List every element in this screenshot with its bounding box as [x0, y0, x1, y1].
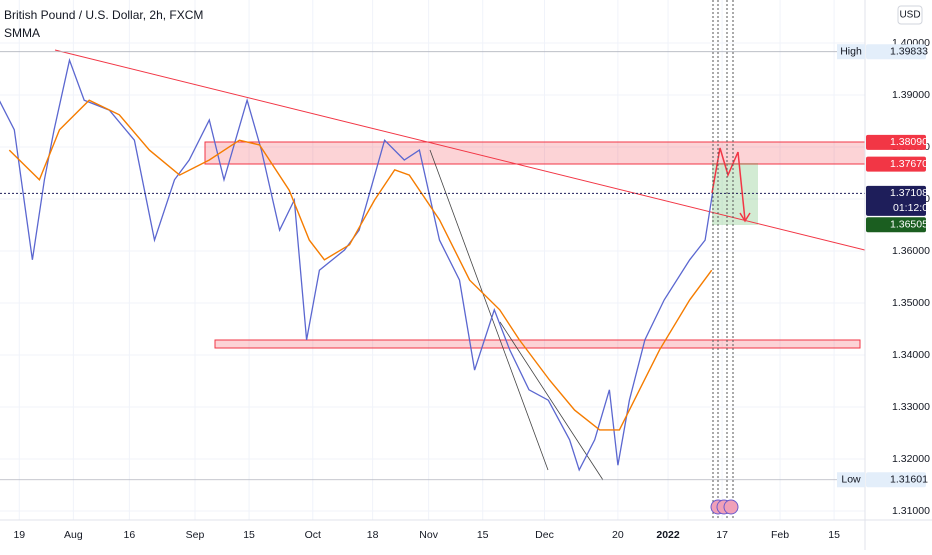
price-tag-label: 1.37108	[890, 187, 928, 199]
x-tick-label: Dec	[535, 529, 554, 541]
x-tick-label: 2022	[656, 529, 680, 541]
price-tag-label: 1.36505	[890, 219, 928, 231]
x-tick-label: 17	[716, 529, 728, 541]
trend-line	[54, 49, 886, 256]
x-tick-label: 15	[828, 529, 840, 541]
axis-labels: 1.400001.390001.380001.370001.360001.350…	[13, 37, 932, 541]
channel-line	[429, 149, 549, 471]
currency-button[interactable]	[897, 5, 923, 25]
chart-title: British Pound / U.S. Dollar, 2h, FXCM	[4, 8, 203, 22]
y-tick-label: 1.31000	[892, 505, 930, 517]
price-tag	[866, 156, 926, 172]
x-tick-label: Aug	[64, 529, 83, 541]
price-tag	[866, 185, 926, 216]
price-tag-label: 1.31601	[890, 474, 928, 486]
tag-box	[837, 472, 865, 488]
price-tag-label: 1.37670	[890, 158, 928, 170]
y-tick-label: 1.35000	[892, 297, 930, 309]
x-tick-label: Nov	[419, 529, 438, 541]
x-tick-label: 15	[477, 529, 489, 541]
x-tick-label: 16	[124, 529, 136, 541]
x-tick-label: 15	[243, 529, 255, 541]
x-tick-label: Oct	[305, 529, 321, 541]
y-tick-label: 1.33000	[892, 401, 930, 413]
price-tag-label: 1.38090	[890, 136, 928, 148]
y-tick-label: 1.34000	[892, 349, 930, 361]
arrow-head	[739, 212, 751, 223]
price-line	[8, 99, 713, 431]
price-tag	[866, 217, 926, 233]
price-tag	[866, 472, 926, 488]
price-tag	[866, 44, 926, 60]
plot	[0, 51, 865, 481]
grid	[0, 0, 865, 520]
tag-label: Low	[841, 474, 861, 486]
resistance-zone	[204, 141, 866, 165]
tag-label: High	[840, 45, 862, 57]
projection	[711, 147, 739, 194]
indicator-name[interactable]: SMMA	[4, 26, 40, 40]
support-zone	[214, 339, 861, 349]
price-tag	[866, 134, 926, 150]
x-tick-label: Sep	[186, 529, 205, 541]
y-tick-label: 1.39000	[892, 89, 930, 101]
event-icons[interactable]	[710, 499, 739, 515]
x-tick-label: 20	[612, 529, 624, 541]
y-tick-label: 1.36000	[892, 245, 930, 257]
channel-line	[499, 321, 604, 481]
tag-box	[837, 44, 865, 60]
target-box	[712, 163, 758, 225]
price-timer: 01:12:05	[893, 202, 932, 214]
projection	[737, 151, 746, 221]
x-tick-label: 18	[367, 529, 379, 541]
x-tick-label: 19	[13, 529, 25, 541]
x-tick-label: Feb	[771, 529, 789, 541]
y-tick-label: 1.32000	[892, 453, 930, 465]
price-tag-label: 1.39833	[890, 45, 928, 57]
price-axis	[865, 0, 932, 550]
currency[interactable]: USD	[899, 10, 920, 21]
